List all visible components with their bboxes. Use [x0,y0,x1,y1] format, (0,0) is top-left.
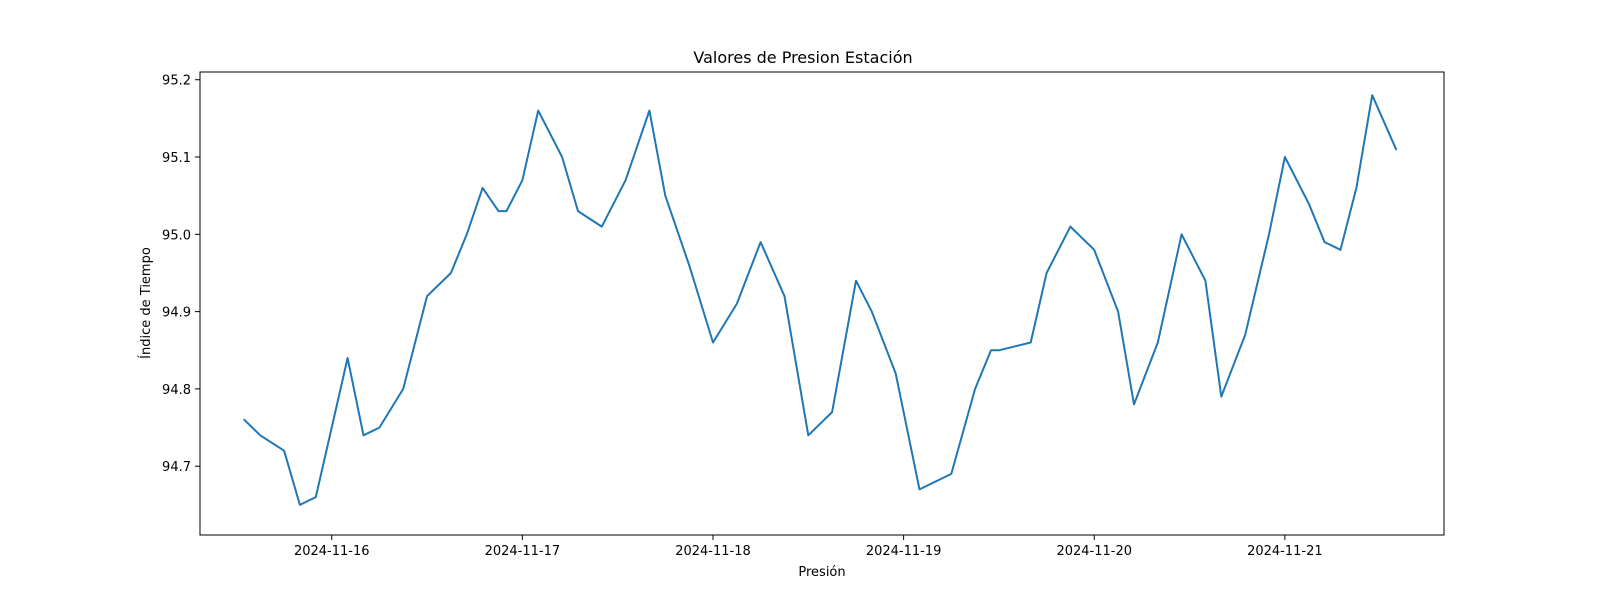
y-tick-label: 94.7 [162,460,191,475]
y-axis: 94.7 94.8 94.9 95.0 95.1 95.2 [162,74,200,475]
y-tick-label: 94.8 [162,383,191,398]
axes-frame [199,71,1445,536]
x-axis: 2024-11-16 2024-11-17 2024-11-18 2024-11-19… [294,535,1323,559]
x-tick-label: 2024-11-17 [485,544,561,559]
y-axis-label: Índice de Tiempo [138,247,154,359]
chart-title: Valores de Presion Estación [693,48,912,67]
x-tick-label: 2024-11-18 [675,544,751,559]
y-tick-label: 95.2 [162,74,191,89]
y-tick-label: 95.1 [162,151,191,166]
plot-area [243,94,1398,506]
x-tick-label: 2024-11-20 [1056,544,1132,559]
x-axis-label: Presión [798,565,845,580]
y-tick-label: 95.0 [162,228,191,243]
y-tick-label: 94.9 [162,306,191,321]
series-line [243,94,1398,506]
x-tick-label: 2024-11-19 [866,544,942,559]
x-tick-label: 2024-11-21 [1247,544,1323,559]
x-tick-label: 2024-11-16 [294,544,370,559]
